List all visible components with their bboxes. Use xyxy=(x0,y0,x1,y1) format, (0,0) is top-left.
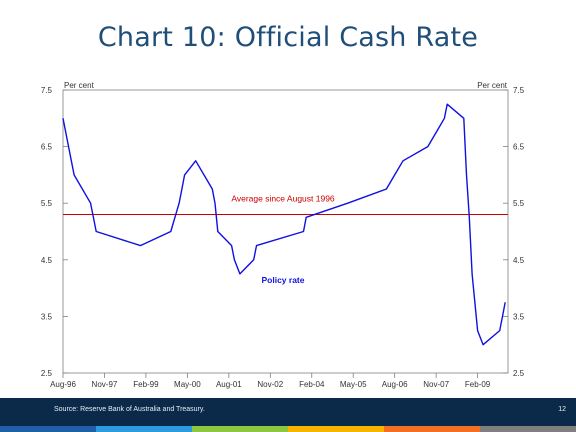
x-tick-label: Feb-99 xyxy=(133,380,159,389)
y-tick-label-right: 2.5 xyxy=(513,369,525,378)
y-tick-label-right: 4.5 xyxy=(513,256,525,265)
x-tick-label: Nov-97 xyxy=(92,380,118,389)
y-tick-label-right: 3.5 xyxy=(513,312,525,321)
footer-stripe xyxy=(288,426,385,432)
average-line-label: Average since August 1996 xyxy=(231,194,335,204)
plot-frame xyxy=(62,89,509,374)
footer-stripe xyxy=(480,426,576,432)
source-note: Source: Reserve Bank of Australia and Tr… xyxy=(54,406,205,413)
x-tick-label: Aug-96 xyxy=(50,380,76,389)
footer-stripe xyxy=(192,426,289,432)
x-tick-label: May-00 xyxy=(174,380,201,389)
y-tick-label-left: 6.5 xyxy=(41,143,53,152)
page-number: 12 xyxy=(558,406,566,413)
x-tick-label: Nov-07 xyxy=(423,380,449,389)
y-tick-label-left: 7.5 xyxy=(41,86,53,95)
y-tick-label-left: 2.5 xyxy=(41,369,53,378)
x-tick-label: Aug-01 xyxy=(216,380,242,389)
slide-title: Chart 10: Official Cash Rate xyxy=(97,22,479,53)
y-tick-label-left: 3.5 xyxy=(41,312,53,321)
y-tick-label-right: 7.5 xyxy=(513,86,525,95)
policy-rate-line xyxy=(62,103,506,346)
x-tick-label: Aug-06 xyxy=(382,380,408,389)
x-tick-label: Nov-02 xyxy=(257,380,283,389)
x-tick-label: Feb-09 xyxy=(465,380,491,389)
footer-bar: Source: Reserve Bank of Australia and Tr… xyxy=(0,398,576,426)
y-unit-left: Per cent xyxy=(64,81,95,90)
footer-stripe xyxy=(96,426,193,432)
y-tick-label-left: 4.5 xyxy=(41,256,53,265)
footer-stripe xyxy=(0,426,97,432)
x-tick-label: May-05 xyxy=(340,380,367,389)
y-unit-right: Per cent xyxy=(477,81,508,90)
y-tick-label-left: 5.5 xyxy=(41,199,53,208)
policy-rate-label: Policy rate xyxy=(262,275,305,285)
y-tick-label-right: 6.5 xyxy=(513,143,525,152)
y-tick-label-right: 5.5 xyxy=(513,199,525,208)
footer-stripe xyxy=(384,426,481,432)
x-tick-label: Feb-04 xyxy=(299,380,325,389)
